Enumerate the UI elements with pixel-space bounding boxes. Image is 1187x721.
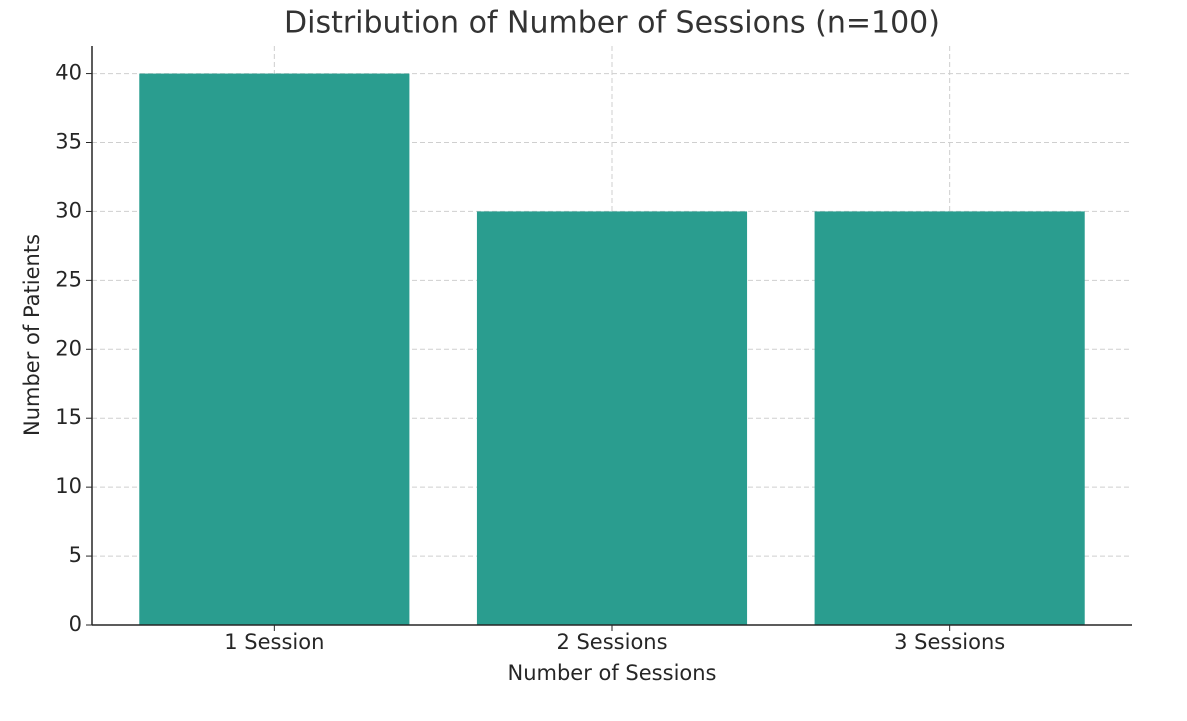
x-tick-label: 1 Session (224, 630, 324, 654)
bar (814, 211, 1085, 625)
y-axis-label: Number of Patients (20, 234, 44, 436)
y-tick-label: 15 (55, 405, 82, 429)
bar (476, 211, 748, 625)
y-tick-label: 5 (69, 543, 82, 567)
y-tick-label: 30 (55, 198, 82, 222)
bar (139, 73, 410, 626)
x-tick-label: 2 Sessions (556, 630, 667, 654)
y-tick-label: 0 (69, 612, 82, 636)
y-tick-label: 35 (55, 130, 82, 154)
y-tick-label: 40 (55, 61, 82, 85)
x-tick-label: 3 Sessions (894, 630, 1005, 654)
x-axis-label: Number of Sessions (507, 661, 716, 685)
y-tick-label: 20 (55, 336, 82, 360)
y-tick-label: 10 (55, 474, 82, 498)
y-tick-label: 25 (55, 267, 82, 291)
chart-title: Distribution of Number of Sessions (n=10… (284, 6, 940, 41)
